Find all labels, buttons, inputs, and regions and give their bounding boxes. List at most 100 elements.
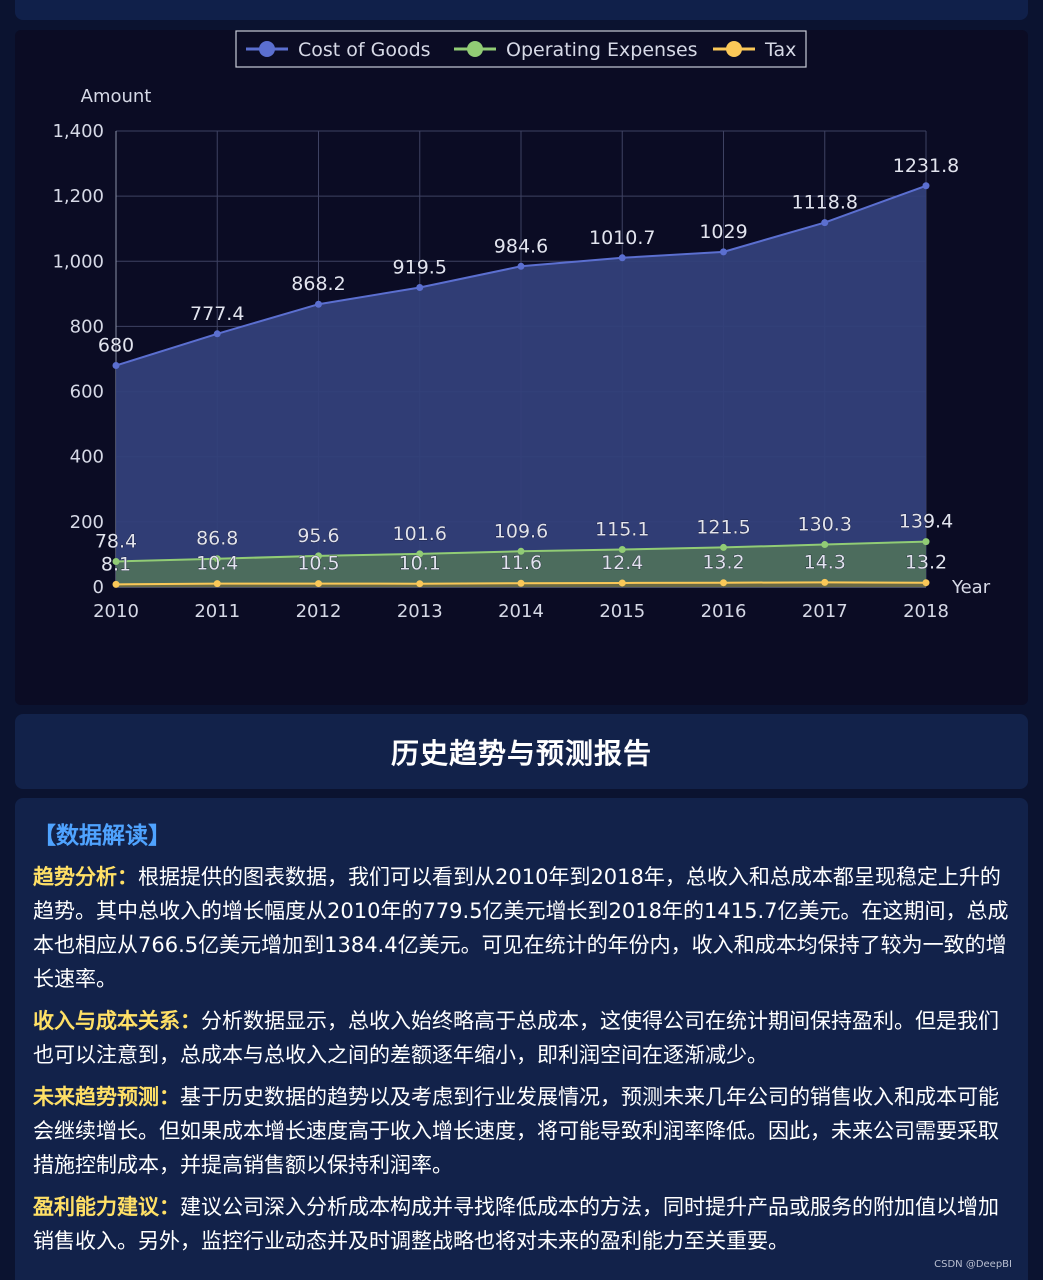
data-point (213, 580, 221, 588)
series-area (116, 185, 926, 587)
data-point (517, 547, 525, 555)
data-label: 10.1 (399, 553, 441, 575)
data-label: 12.4 (601, 552, 643, 574)
data-point (618, 254, 626, 262)
y-tick-label: 600 (70, 382, 104, 403)
data-label: 139.4 (899, 511, 953, 533)
data-label: 8.1 (101, 553, 131, 575)
x-tick-label: 2017 (802, 601, 848, 622)
data-label: 919.5 (393, 257, 447, 279)
data-label: 10.5 (297, 553, 339, 575)
legend-label: Tax (764, 39, 796, 61)
data-label: 10.4 (196, 553, 238, 575)
legend-label: Cost of Goods (298, 39, 431, 61)
data-label: 868.2 (291, 273, 345, 295)
data-point (720, 579, 727, 587)
data-point (720, 543, 727, 551)
data-point (517, 579, 525, 587)
legend-swatch-dot (259, 41, 275, 57)
series-area (116, 541, 926, 587)
paragraph-text: 分析数据显示，总收入始终略高于总成本，这使得公司在统计期间保持盈利。但是我们也可… (33, 1009, 999, 1067)
y-tick-label: 400 (70, 447, 104, 468)
data-label: 984.6 (494, 235, 548, 257)
paragraph-trend-analysis: 趋势分析：根据提供的图表数据，我们可以看到从2010年到2018年，总收入和总成… (33, 860, 1010, 996)
area-chart: 0 200 400 600 800 1,000 1,200 1,400 2010 2011 2012… (52, 30, 991, 622)
x-tick-label: 2018 (903, 601, 949, 622)
y-tick-label: 1,200 (52, 186, 104, 207)
paragraph-label: 收入与成本关系： (33, 1009, 201, 1033)
data-point (922, 538, 930, 546)
data-label: 121.5 (696, 516, 750, 538)
paragraph-label: 趋势分析： (33, 865, 138, 889)
data-point (315, 552, 322, 560)
data-point (112, 557, 120, 565)
data-label: 95.6 (297, 525, 339, 547)
report-title: 历史趋势与预测报告 (390, 736, 652, 770)
data-point (821, 219, 829, 227)
data-label: 78.4 (95, 530, 137, 552)
data-label: 109.6 (494, 520, 548, 542)
paragraph-forecast: 未来趋势预测：基于历史数据的趋势以及考虑到行业发展情况，预测未来几年公司的销售收… (33, 1080, 1010, 1182)
legend-box (235, 30, 807, 68)
x-tick-label: 2016 (701, 601, 747, 622)
data-point (922, 182, 930, 190)
data-label: 680 (98, 335, 134, 357)
data-label: 13.2 (905, 552, 947, 574)
data-point (315, 300, 322, 308)
x-tick-label: 2011 (194, 601, 240, 622)
top-panel-edge (15, 0, 1028, 20)
paragraph-text: 基于历史数据的趋势以及考虑到行业发展情况，预测未来几年公司的销售收入和成本可能会… (33, 1085, 999, 1177)
section-heading: 【数据解读】 (33, 823, 171, 849)
x-tick-label: 2012 (296, 601, 342, 622)
data-point (821, 578, 829, 586)
data-point (618, 579, 626, 587)
report-panel: 【数据解读】 趋势分析：根据提供的图表数据，我们可以看到从2010年到2018年… (15, 798, 1028, 1280)
data-point (821, 541, 829, 549)
data-label: 1118.8 (792, 192, 858, 214)
paragraph-label: 盈利能力建议： (33, 1195, 180, 1219)
paragraph-label: 未来趋势预测： (33, 1085, 180, 1109)
y-tick-label: 1,400 (52, 121, 104, 142)
data-point (112, 362, 120, 370)
data-label: 11.6 (500, 552, 542, 574)
data-point (213, 555, 221, 563)
data-point (618, 546, 626, 554)
x-axis-title: Year (951, 577, 991, 598)
data-point (213, 330, 221, 338)
data-label: 101.6 (393, 523, 447, 545)
x-tick-label: 2014 (498, 601, 544, 622)
x-tick-label: 2010 (93, 601, 139, 622)
y-tick-label: 0 (93, 577, 104, 598)
data-point (416, 580, 424, 588)
chart-panel: 0 200 400 600 800 1,000 1,200 1,400 2010 2011 2012… (15, 30, 1028, 705)
data-point (720, 248, 727, 256)
report-title-panel: 历史趋势与预测报告 (15, 714, 1028, 789)
legend-label: Operating Expenses (506, 39, 698, 61)
data-label: 115.1 (595, 519, 649, 541)
data-point (416, 550, 424, 558)
x-tick-label: 2013 (397, 601, 443, 622)
data-label: 130.3 (798, 514, 852, 536)
y-tick-label: 1,000 (52, 251, 104, 272)
data-point (315, 580, 322, 588)
legend-swatch-dot (726, 41, 742, 57)
y-tick-label: 800 (70, 316, 104, 337)
paragraph-text: 建议公司深入分析成本构成并寻找降低成本的方法，同时提升产品或服务的附加值以增加销… (33, 1195, 999, 1253)
data-label: 14.3 (804, 551, 846, 573)
data-label: 1029 (699, 221, 747, 243)
data-label: 1231.8 (893, 155, 959, 177)
data-point (416, 284, 424, 292)
data-label: 777.4 (190, 303, 244, 325)
legend-swatch-dot (467, 41, 483, 57)
data-point (112, 580, 120, 588)
watermark: CSDN @DeepBI (934, 1259, 1012, 1270)
data-label: 13.2 (702, 552, 744, 574)
paragraph-revenue-cost: 收入与成本关系：分析数据显示，总收入始终略高于总成本，这使得公司在统计期间保持盈… (33, 1004, 1010, 1072)
data-point (517, 262, 525, 270)
data-label: 1010.7 (589, 227, 655, 249)
data-point (922, 579, 930, 587)
x-tick-label: 2015 (599, 601, 645, 622)
y-tick-label: 200 (70, 512, 104, 533)
paragraph-profit-advice: 盈利能力建议：建议公司深入分析成本构成并寻找降低成本的方法，同时提升产品或服务的… (33, 1190, 1010, 1258)
paragraph-text: 根据提供的图表数据，我们可以看到从2010年到2018年，总收入和总成本都呈现稳… (33, 865, 1009, 991)
